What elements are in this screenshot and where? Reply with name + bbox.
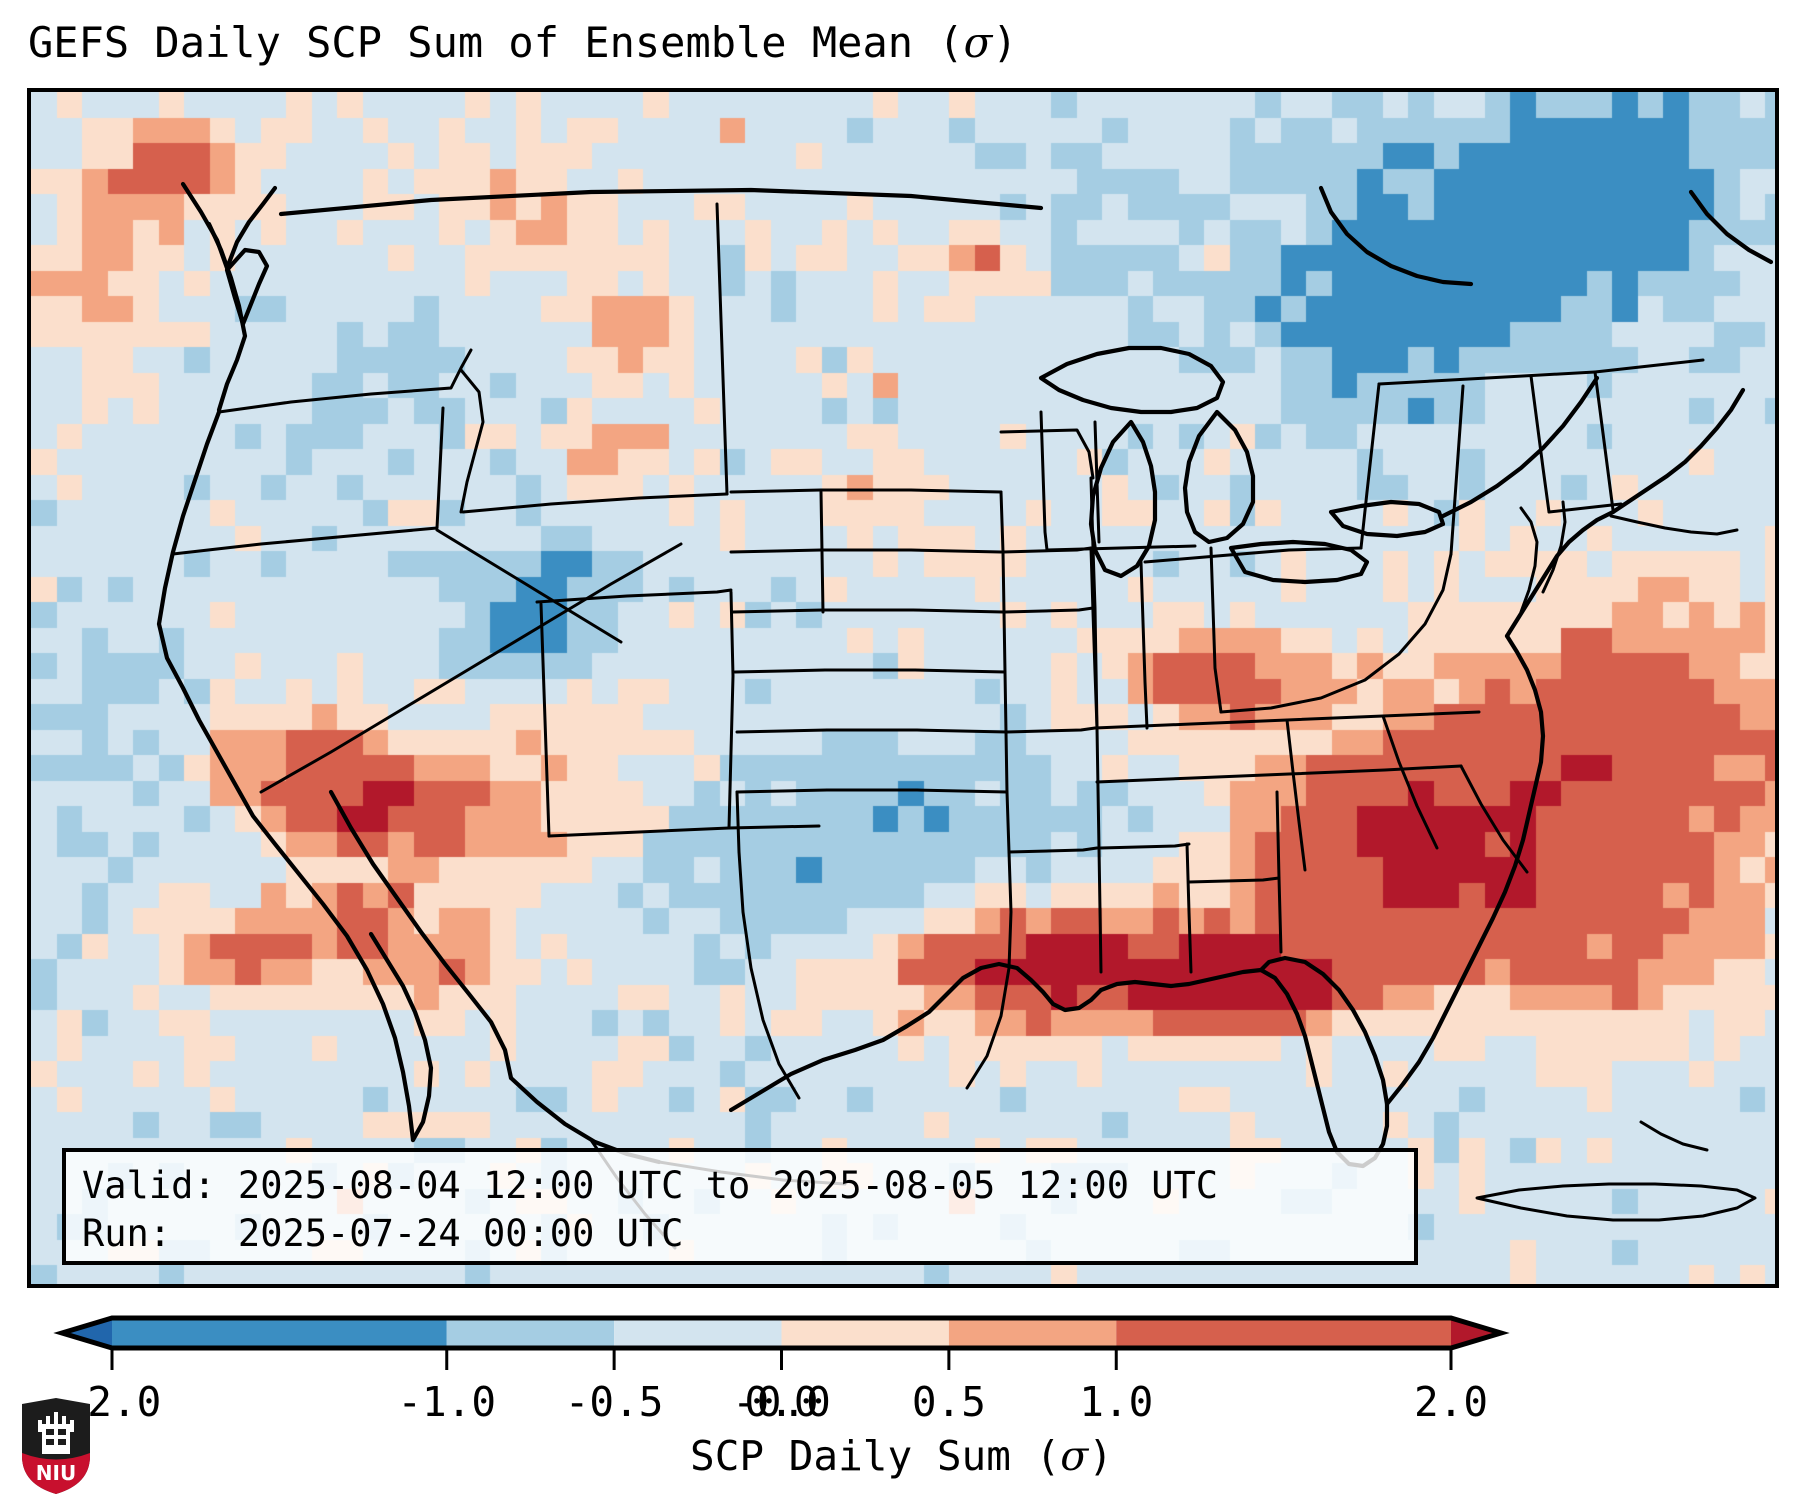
colorbar-segments (62, 1318, 1501, 1348)
colorbar-tick-label: -0.0 (732, 1378, 831, 1426)
colorbar-label-close-paren: ) (1088, 1432, 1113, 1480)
valid-run-info-box: Valid: 2025-08-04 12:00 UTC to 2025-08-0… (62, 1148, 1418, 1265)
colorbar-axis-label: SCP Daily Sum (σ) (0, 1432, 1803, 1480)
colorbar-tick-label: 1.0 (1079, 1378, 1154, 1426)
colorbar-segment (446, 1318, 615, 1348)
colorbar-tick-label: 0.0 (744, 1378, 819, 1426)
colorbar-tick-label: -1.0 (397, 1378, 497, 1426)
colorbar-tick-label: 2.0 (1413, 1378, 1489, 1426)
colorbar-segment (948, 1318, 1117, 1348)
colorbar-tick-label: -0.5 (564, 1378, 664, 1426)
colorbar-segment (1116, 1318, 1451, 1348)
colorbar-segment (112, 1318, 447, 1348)
colorbar-tick-label: 0.5 (911, 1378, 986, 1426)
page-title-text: GEFS Daily SCP Sum of Ensemble Mean ( (28, 18, 964, 67)
colorbar-ticks (110, 1348, 1453, 1370)
colorbar-sigma-glyph: σ (1060, 1432, 1089, 1480)
map-plot-area[interactable] (27, 88, 1779, 1288)
colorbar[interactable]: -2.0 -1.0 -0.5 -0.0 0.0 0.5 1.0 2.0 (0, 1300, 1803, 1506)
page-title-close-paren: ) (992, 18, 1018, 67)
scp-heatmap-raster (31, 92, 1775, 1284)
colorbar-graphic (53, 1315, 1510, 1370)
page-title: GEFS Daily SCP Sum of Ensemble Mean (σ) (28, 18, 1018, 67)
map-boundaries-overlay (156, 181, 1774, 1250)
colorbar-segment (614, 1318, 782, 1348)
colorbar-segment (781, 1318, 949, 1348)
niu-logo: NIU (22, 1398, 90, 1494)
run-time-line: Run: 2025-07-24 00:00 UTC (82, 1212, 684, 1255)
colorbar-outline (53, 1315, 1510, 1351)
niu-logo-text: NIU (36, 1461, 76, 1485)
valid-time-line: Valid: 2025-08-04 12:00 UTC to 2025-08-0… (82, 1164, 1219, 1207)
colorbar-label-text: SCP Daily Sum ( (690, 1432, 1061, 1480)
sigma-glyph: σ (963, 18, 993, 67)
